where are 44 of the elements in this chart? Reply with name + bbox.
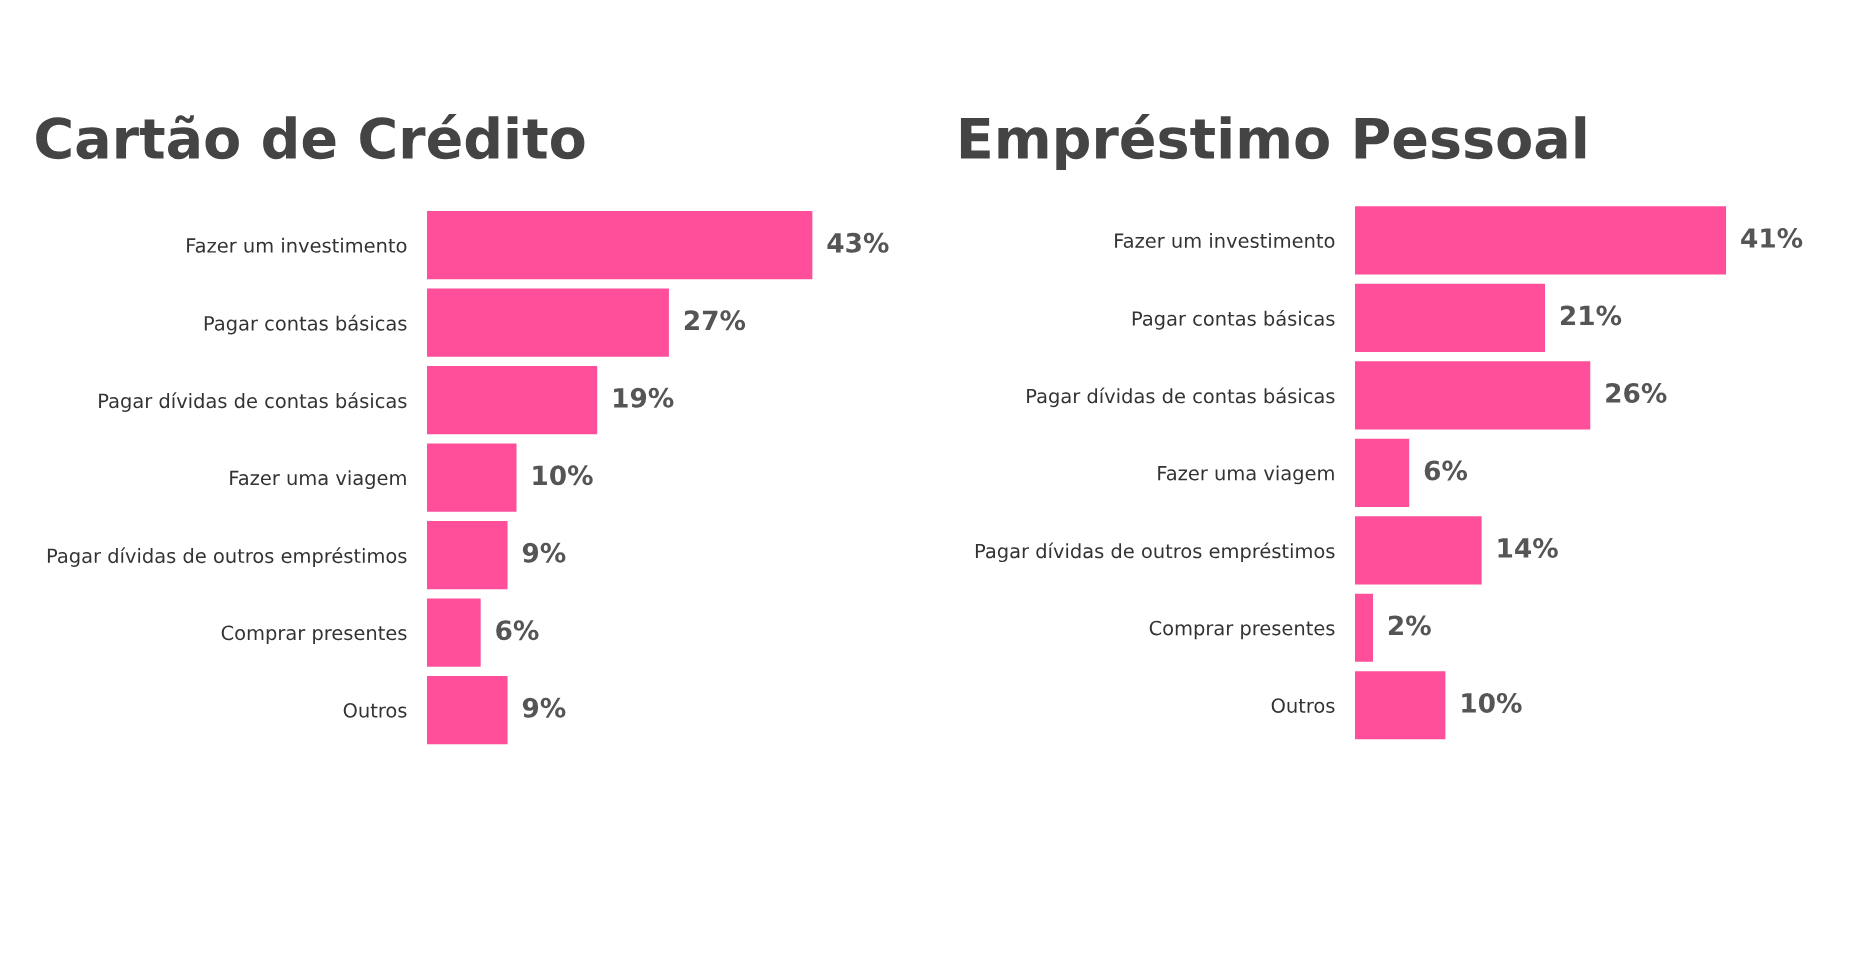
data-label: 19% bbox=[614, 387, 674, 408]
data-label: 21% bbox=[1560, 305, 1622, 326]
data-label: 41% bbox=[1741, 228, 1803, 248]
data-label: 9% bbox=[522, 542, 566, 563]
bar bbox=[426, 211, 813, 280]
y-tick-label: Comprar presentes bbox=[221, 625, 407, 644]
bar bbox=[1354, 361, 1591, 430]
bar bbox=[1354, 516, 1482, 585]
chart-title: Empréstimo Pessoal bbox=[960, 113, 1586, 170]
y-tick-label: Outros bbox=[1271, 698, 1335, 713]
data-label: 27% bbox=[684, 310, 746, 331]
y-tick-label: Pagar contas básicas bbox=[204, 314, 407, 335]
bar bbox=[426, 598, 481, 667]
bar bbox=[1354, 671, 1446, 740]
data-label: 2% bbox=[1388, 615, 1431, 636]
data-label: 6% bbox=[1424, 460, 1468, 481]
data-label: 26% bbox=[1606, 383, 1667, 403]
chart-title: Cartão de Crédito bbox=[36, 113, 585, 160]
data-label: 10% bbox=[1462, 692, 1522, 713]
y-tick-label: Comprar presentes bbox=[1149, 620, 1335, 640]
bar bbox=[426, 366, 598, 435]
data-label: 9% bbox=[522, 697, 566, 718]
y-tick-label: Fazer um investimento bbox=[187, 237, 407, 253]
bar bbox=[426, 288, 669, 357]
y-tick-label: Pagar dívidas de outros empréstimos bbox=[975, 542, 1335, 563]
bar bbox=[1354, 206, 1727, 275]
data-label: 43% bbox=[827, 232, 889, 253]
bar bbox=[1354, 438, 1410, 507]
y-tick-label: Fazer um investimento bbox=[1115, 232, 1335, 249]
bar bbox=[1354, 283, 1546, 352]
bar bbox=[426, 520, 508, 590]
y-tick-label: Fazer uma viagem bbox=[230, 470, 406, 490]
data-label: 14% bbox=[1498, 537, 1558, 558]
y-tick-label: Fazer uma viagem bbox=[1158, 465, 1334, 485]
bar bbox=[1354, 593, 1373, 662]
y-tick-label: Pagar contas básicas bbox=[1132, 310, 1335, 330]
data-label: 6% bbox=[496, 620, 539, 641]
y-tick-label: Pagar dívidas de contas básicas bbox=[99, 392, 407, 412]
bar bbox=[426, 443, 517, 512]
bar bbox=[426, 675, 508, 745]
y-tick-label: Outros bbox=[343, 703, 407, 718]
y-tick-label: Pagar dívidas de outros empréstimos bbox=[47, 547, 407, 567]
y-tick-label: Pagar dívidas de contas básicas bbox=[1027, 387, 1335, 408]
data-label: 10% bbox=[533, 465, 593, 486]
